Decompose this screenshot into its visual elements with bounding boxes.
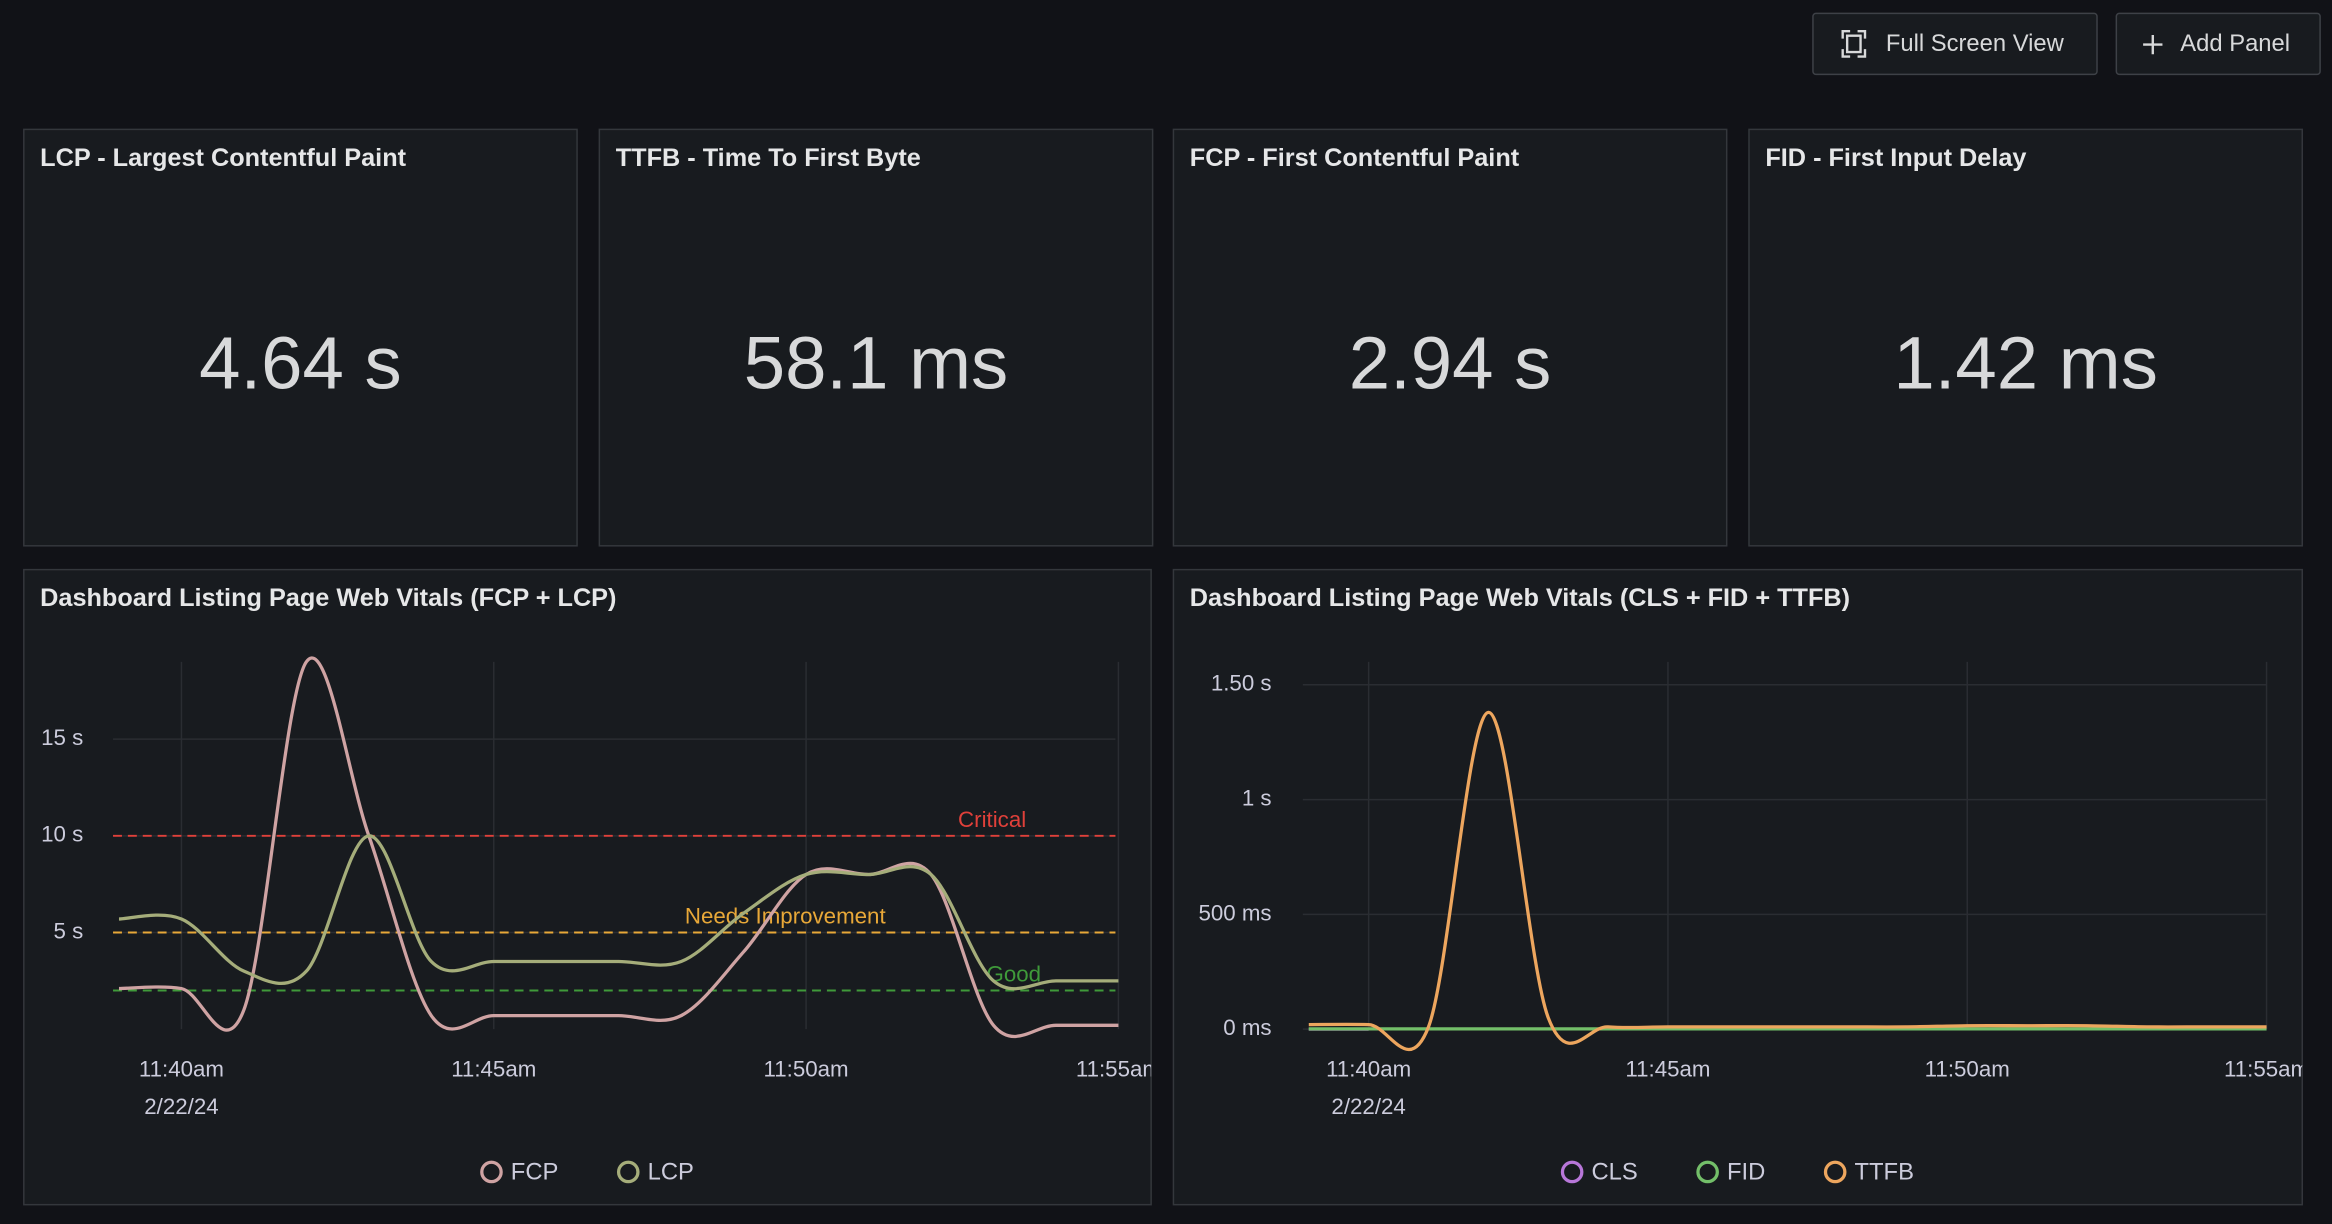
panel-title: Dashboard Listing Page Web Vitals (FCP +… xyxy=(40,584,616,612)
legend-label: CLS xyxy=(1591,1159,1637,1186)
stat-panel: FID - First Input Delay 1.42 ms xyxy=(1748,128,2303,547)
x-tick-label: 11:50am xyxy=(1925,1057,2010,1082)
x-tick-label: 11:50am xyxy=(764,1057,849,1082)
panel-frame xyxy=(23,568,1152,1206)
panel-frame xyxy=(1748,128,2303,547)
panel-title: TTFB - Time To First Byte xyxy=(616,144,921,172)
stat-panel: FCP - First Contentful Paint 2.94 s xyxy=(1172,128,1728,547)
threshold-label: Needs Improvement xyxy=(685,904,887,929)
chart-panel: 0 ms 500 ms 1 s 1.50 s 11:40am 2/22/24 11:45am… xyxy=(1172,568,2309,1206)
y-tick-label: 1.50 s xyxy=(1211,671,1272,696)
legend: FCP LCP xyxy=(480,1159,694,1186)
legend-marker xyxy=(616,1160,640,1184)
threshold-label: Critical xyxy=(958,807,1026,832)
stat-value: 2.94 s xyxy=(1349,321,1552,404)
x-tick-label: 11:45am xyxy=(451,1057,536,1082)
y-tick-label: 10 s xyxy=(41,822,83,847)
stat-panel: LCP - Largest Contentful Paint 4.64 s xyxy=(23,128,578,547)
x-tick-label: 11:45am xyxy=(1625,1057,1710,1082)
y-tick-label: 1 s xyxy=(1242,785,1272,810)
plus-icon xyxy=(2143,34,2163,55)
chart-area: 0 ms 500 ms 1 s 1.50 s 11:40am 2/22/24 11:45am… xyxy=(1198,661,2309,1119)
x-date-label: 2/22/24 xyxy=(144,1094,218,1119)
button-label: Add Panel xyxy=(2180,30,2290,57)
legend-marker xyxy=(1560,1160,1584,1184)
y-tick-label: 15 s xyxy=(41,725,83,750)
series-line xyxy=(1308,710,2267,1052)
legend-marker xyxy=(1823,1160,1847,1184)
stat-value: 1.42 ms xyxy=(1893,321,2158,404)
x-tick-label: 11:40am xyxy=(1326,1057,1411,1082)
button-label: Full Screen View xyxy=(1886,30,2065,57)
button-frame xyxy=(2115,12,2321,76)
stat-panel: TTFB - Time To First Byte 58.1 ms xyxy=(598,128,1154,547)
panel-frame xyxy=(23,128,578,547)
panel-title: LCP - Largest Contentful Paint xyxy=(40,144,406,172)
full-screen-button[interactable]: Full Screen View xyxy=(1812,12,2098,76)
legend-label: TTFB xyxy=(1855,1159,1914,1186)
stat-value: 58.1 ms xyxy=(744,321,1009,404)
legend-marker xyxy=(1696,1160,1719,1184)
panel-title: Dashboard Listing Page Web Vitals (CLS +… xyxy=(1190,584,1850,612)
legend-marker xyxy=(480,1160,503,1184)
panel-frame xyxy=(1172,128,1728,547)
panel-title: FID - First Input Delay xyxy=(1765,144,2026,172)
stat-value: 4.64 s xyxy=(199,321,402,404)
series-line xyxy=(118,656,1119,1039)
y-tick-label: 0 ms xyxy=(1223,1015,1271,1040)
chart-area: 5 s 10 s 15 s 11:40am 2/22/24 11:45am 11:50am 1… xyxy=(41,656,1161,1119)
y-tick-label: 5 s xyxy=(54,918,84,943)
legend-label: FCP xyxy=(511,1159,559,1186)
legend-label: LCP xyxy=(648,1159,694,1186)
x-tick-label: 11:55am xyxy=(1076,1057,1161,1082)
legend-label: FID xyxy=(1727,1159,1765,1186)
panel-frame xyxy=(1172,568,2303,1206)
legend: CLS FID TTFB xyxy=(1560,1159,1914,1186)
y-tick-label: 500 ms xyxy=(1198,900,1271,925)
series-line xyxy=(118,834,1119,991)
full-screen-icon xyxy=(1841,30,1867,58)
panel-title: FCP - First Contentful Paint xyxy=(1190,144,1520,172)
add-panel-button[interactable]: Add Panel xyxy=(2115,12,2321,76)
x-tick-label: 11:55am xyxy=(2224,1057,2309,1082)
panel-frame xyxy=(598,128,1154,547)
chart-panel: 5 s 10 s 15 s 11:40am 2/22/24 11:45am 11:50am 1… xyxy=(23,568,1161,1206)
button-frame xyxy=(1812,12,2098,76)
x-date-label: 2/22/24 xyxy=(1331,1094,1405,1119)
x-tick-label: 11:40am xyxy=(139,1057,224,1082)
